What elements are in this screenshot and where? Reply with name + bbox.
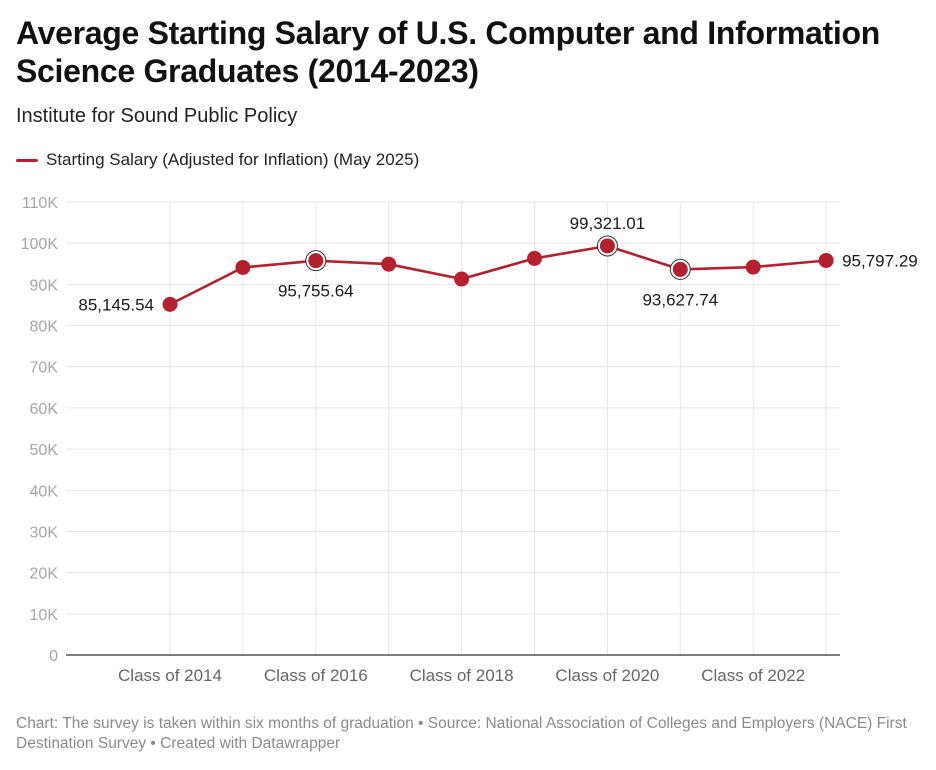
y-tick-label: 30K [30,524,59,541]
x-tick-label: Class of 2020 [555,666,659,685]
y-tick-label: 110K [22,195,59,212]
y-tick-label: 50K [30,442,59,459]
legend: Starting Salary (Adjusted for Inflation)… [16,150,419,170]
line-chart: 0 10K 20K 30K 40K 50K 60K 70K 80K 90K 100K 110K Clas… [21,195,918,685]
data-point [527,250,542,266]
x-tick-label: Class of 2018 [410,666,514,685]
data-point [745,259,761,275]
y-tick-label: 60K [30,401,59,418]
y-tick-label: 10K [30,607,59,624]
data-point [818,252,834,268]
data-point [235,259,251,275]
chart-footer: Chart: The survey is taken within six mo… [16,715,907,752]
series-line [169,244,827,306]
data-point [308,253,324,269]
y-tick-label: 80K [30,319,59,336]
y-tick-label: 20K [30,566,59,583]
y-tick-label: 0 [49,648,58,665]
legend-swatch [16,158,38,162]
y-tick-label: 70K [30,360,59,377]
data-label: 99,321.01 [570,214,646,233]
x-tick-label: Class of 2014 [118,666,222,685]
data-point [162,296,178,312]
x-tick-label: Class of 2022 [701,666,805,685]
x-tick-label: Class of 2016 [264,666,368,685]
y-tick-label: 40K [30,483,59,500]
y-tick-label: 100K [21,236,59,253]
data-label: 93,627.74 [642,290,718,309]
data-label: 95,797.29 [842,251,918,270]
data-point [599,238,615,254]
data-label: 85,145.54 [78,295,154,314]
legend-label: Starting Salary (Adjusted for Inflation)… [46,150,420,169]
data-point [672,261,688,277]
chart-subtitle: Institute for Sound Public Policy [16,105,298,127]
data-label: 95,755.64 [278,282,354,301]
data-point [381,256,397,272]
chart-title: Average Starting Salary of U.S. Computer… [16,15,880,89]
y-tick-label: 90K [30,277,59,294]
data-point [454,271,470,287]
